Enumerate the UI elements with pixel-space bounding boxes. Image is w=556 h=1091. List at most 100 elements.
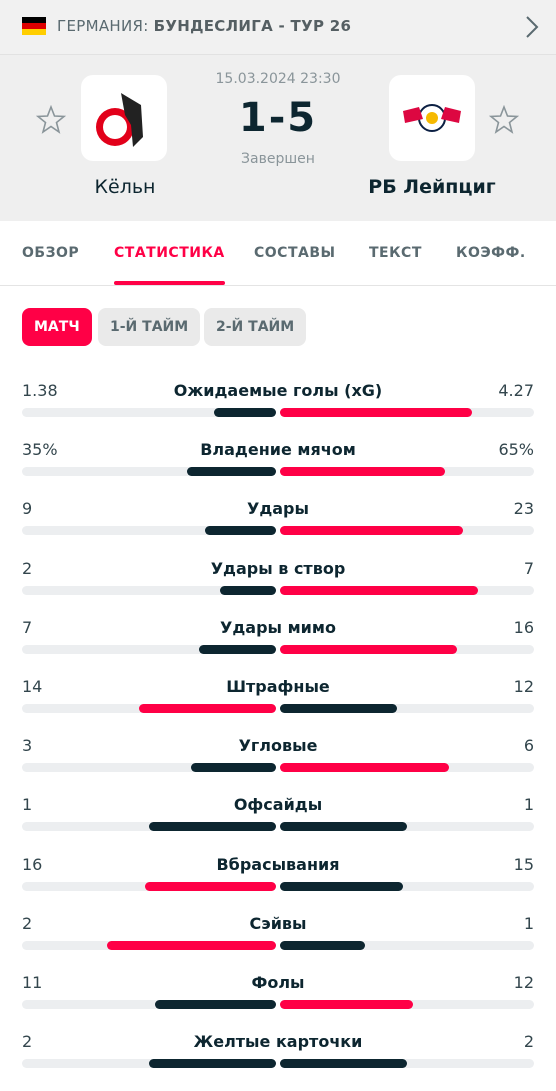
stat-row: 1.38 Ожидаемые голы (xG) 4.27	[0, 381, 556, 440]
away-bar	[280, 644, 457, 654]
home-bar	[139, 704, 276, 713]
away-bar	[280, 585, 478, 595]
stat-name: Штрафные	[226, 677, 330, 696]
home-value: 7	[22, 617, 33, 637]
home-bar	[149, 1059, 276, 1069]
home-bar	[219, 585, 276, 595]
stat-row: 11 Фолы 12	[0, 973, 556, 1032]
stat-name: Вбрасывания	[216, 854, 340, 874]
home-value: 16	[22, 854, 43, 874]
tab[interactable]: СОСТАВЫ	[254, 245, 336, 261]
away-track	[280, 940, 534, 950]
home-track	[22, 704, 276, 713]
stat-name: Фолы	[251, 973, 305, 992]
away-value: 2	[523, 1032, 534, 1052]
away-value: 16	[513, 617, 534, 637]
star-away[interactable]	[489, 105, 519, 135]
away-track	[280, 644, 534, 654]
stat-row: 16 Вбрасывания 15	[0, 855, 556, 914]
stat-row: 2 Сэйвы 1	[0, 914, 556, 973]
away-track	[280, 704, 534, 713]
home-team[interactable]: Кёльн	[94, 176, 156, 198]
stat-name: Удары	[247, 499, 309, 519]
home-value: 2	[22, 913, 33, 933]
away-logo[interactable]	[389, 75, 475, 161]
away-value: 1	[523, 795, 534, 815]
home-track	[22, 467, 276, 477]
home-track	[22, 1000, 276, 1009]
away-track	[280, 763, 534, 773]
away-track	[280, 881, 534, 891]
away-bar	[280, 1000, 413, 1009]
home-track	[22, 1059, 276, 1069]
away-bar	[280, 1059, 407, 1069]
home-track	[22, 585, 276, 595]
home-value: 2	[22, 1032, 33, 1052]
away-bar	[280, 881, 403, 891]
tab[interactable]: ОБЗОР	[22, 245, 80, 261]
period-pill[interactable]: МАТЧ	[22, 308, 92, 346]
breadcrumb: ГЕРМАНИЯ: БУНДЕСЛИГА - ТУР 26	[57, 17, 351, 35]
home-track	[22, 822, 276, 832]
tab-bar: ОБЗОР СТАТИСТИКА СОСТАВЫ ТЕКСТ КОЭФФ.	[0, 221, 556, 286]
stat-row: 3 Угловые 6	[0, 736, 556, 795]
score: 1-5	[238, 95, 318, 141]
away-bar	[280, 467, 446, 477]
away-value: 4.27	[498, 381, 534, 400]
away-track	[280, 467, 534, 477]
away-track	[280, 822, 534, 832]
away-track	[280, 585, 534, 595]
away-bar	[280, 763, 450, 773]
top-bar[interactable]: ГЕРМАНИЯ: БУНДЕСЛИГА - ТУР 26	[0, 0, 556, 55]
period-pill[interactable]: 2-Й ТАЙМ	[204, 308, 307, 346]
period-pill[interactable]: 1-Й ТАЙМ	[98, 308, 201, 346]
flag	[22, 17, 46, 35]
home-bar	[198, 644, 276, 654]
home-track	[22, 881, 276, 891]
away-value: 65%	[498, 440, 534, 460]
home-bar	[213, 408, 276, 417]
stat-name: Сэйвы	[249, 913, 307, 933]
league: БУНДЕСЛИГА - ТУР 26	[153, 17, 352, 35]
away-value: 15	[513, 854, 534, 874]
stat-name: Ожидаемые голы (xG)	[173, 381, 383, 400]
home-bar	[106, 940, 276, 950]
home-value: 35%	[22, 440, 58, 460]
home-logo[interactable]	[81, 75, 167, 161]
stat-row: 7 Удары мимо 16	[0, 618, 556, 677]
tab[interactable]: СТАТИСТИКА	[114, 245, 225, 285]
away-team[interactable]: РБ Лейпциг	[368, 176, 496, 198]
home-track	[22, 940, 276, 950]
home-value: 9	[22, 499, 33, 519]
stat-row: 14 Штрафные 12	[0, 677, 556, 736]
match-status: Завершен	[241, 151, 315, 167]
match-header: Кёльн 15.03.2024 23:30 1-5 Завершен РБ Л…	[0, 55, 556, 221]
stat-row: 1 Офсайды 1	[0, 795, 556, 854]
away-value: 1	[523, 913, 534, 933]
home-bar	[187, 467, 276, 477]
star-home[interactable]	[36, 105, 66, 135]
away-bar	[280, 822, 407, 832]
stat-name: Офсайды	[233, 795, 323, 815]
home-track	[22, 408, 276, 417]
stat-name: Угловые	[238, 736, 318, 756]
home-value: 14	[22, 677, 43, 696]
stat-name: Желтые карточки	[193, 1032, 363, 1052]
stat-row: 2 Желтые карточки 2	[0, 1032, 556, 1091]
stat-name: Владение мячом	[200, 440, 356, 460]
home-bar	[204, 526, 276, 536]
stat-row: 2 Удары в створ 7	[0, 559, 556, 618]
home-value: 1	[22, 795, 33, 815]
home-bar	[191, 763, 276, 773]
match-datetime: 15.03.2024 23:30	[215, 71, 341, 87]
away-bar	[280, 940, 365, 950]
away-track	[280, 1059, 534, 1069]
home-bar	[144, 881, 276, 891]
home-bar	[149, 822, 276, 832]
tab[interactable]: ТЕКСТ	[369, 245, 422, 261]
chevron[interactable]	[524, 14, 540, 40]
tab[interactable]: КОЭФФ.	[456, 245, 526, 261]
away-value: 23	[513, 499, 534, 519]
away-value: 6	[523, 736, 534, 756]
